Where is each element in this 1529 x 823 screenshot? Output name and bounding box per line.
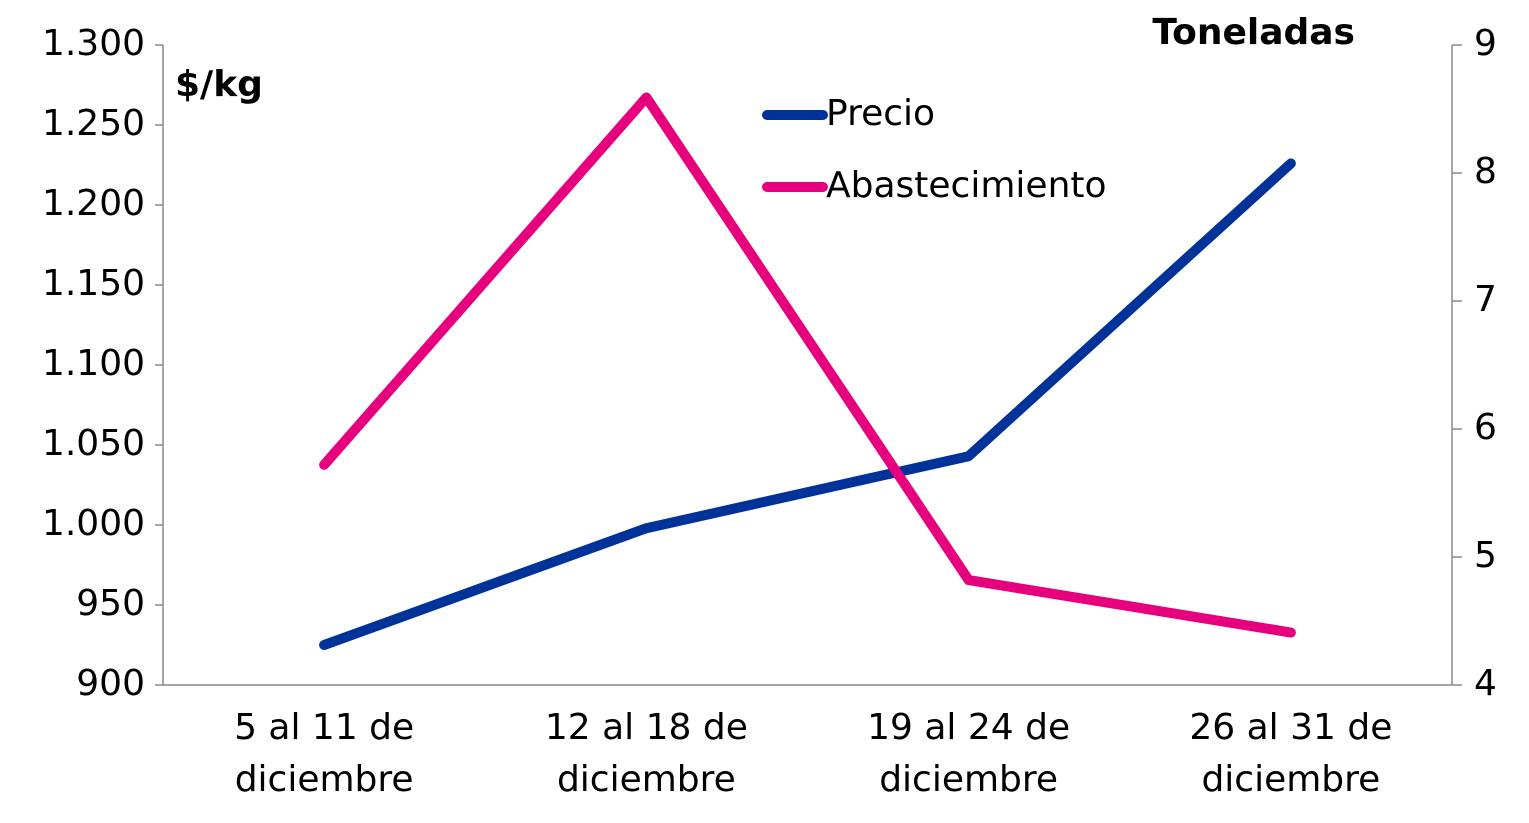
- y2-tick-label: 7: [1474, 279, 1497, 320]
- y-tick-label: 1.250: [42, 103, 145, 144]
- y-tick-label: 950: [76, 583, 145, 624]
- x-tick-label: 19 al 24 de diciembre: [867, 707, 1071, 800]
- y-tick-label: 900: [76, 663, 145, 704]
- y2-tick-label: 8: [1474, 151, 1497, 192]
- y-tick-label: 1.000: [42, 503, 145, 544]
- y2-tick-label: 6: [1474, 407, 1497, 448]
- y-tick-label: 1.300: [42, 23, 145, 64]
- x-tick-label: 26 al 31 de diciembre: [1189, 707, 1393, 800]
- y2-axis-label: Toneladas: [1152, 12, 1355, 53]
- x-tick-label: 12 al 18 de diciembre: [544, 707, 748, 800]
- legend-label: Abastecimiento: [826, 165, 1107, 206]
- y2-tick-label: 5: [1474, 535, 1497, 576]
- y-axis-label: $/kg: [175, 64, 263, 105]
- y-tick-label: 1.200: [42, 183, 145, 224]
- legend-label: Precio: [826, 93, 935, 134]
- line-series: [319, 92, 1296, 638]
- y-tick-label: 1.150: [42, 263, 145, 304]
- x-tick-label: 5 al 11 de diciembre: [234, 707, 415, 800]
- y-tick-label: 1.050: [42, 423, 145, 464]
- line-series: [319, 158, 1296, 650]
- y2-tick-label: 9: [1474, 23, 1497, 64]
- y-tick-label: 1.100: [42, 343, 145, 384]
- y2-tick-label: 4: [1474, 663, 1497, 704]
